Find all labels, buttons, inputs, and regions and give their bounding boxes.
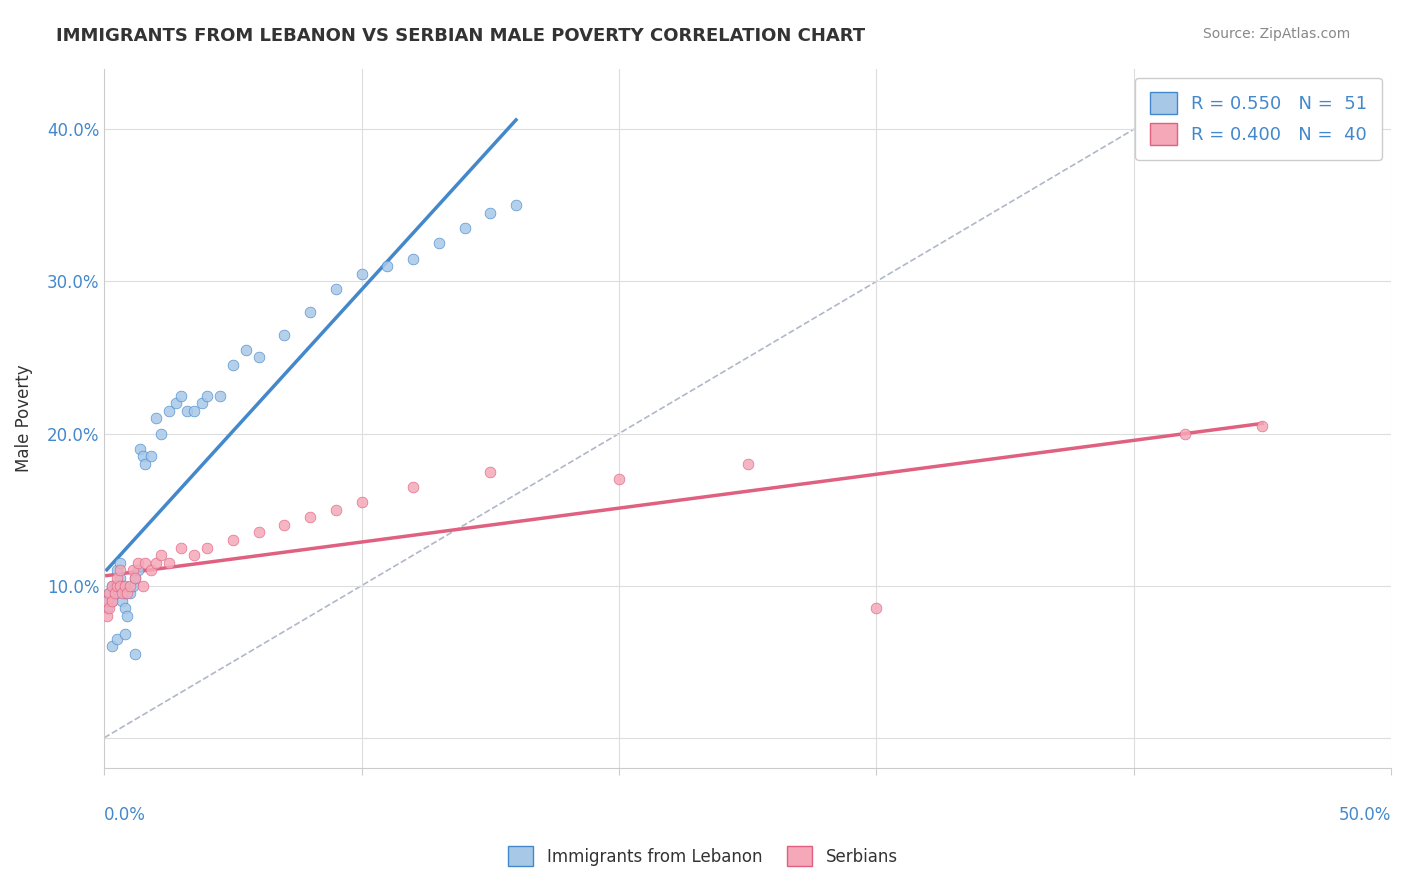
Point (235, 343, 257, 357)
Point (111, 594, 134, 608)
Point (108, 579, 131, 593)
Point (209, 388, 232, 402)
Point (127, 563, 149, 577)
Point (101, 640, 124, 654)
Point (108, 556, 131, 570)
Point (325, 502, 347, 516)
Point (350, 267, 373, 281)
Point (1251, 419, 1274, 434)
Point (222, 533, 245, 547)
Point (132, 450, 155, 464)
Point (299, 510, 322, 524)
Point (98, 586, 121, 600)
Point (479, 465, 502, 479)
Point (183, 403, 205, 417)
Point (117, 609, 139, 624)
Point (101, 579, 124, 593)
Point (247, 525, 270, 540)
Point (98, 586, 121, 600)
Point (98, 601, 121, 615)
Point (145, 556, 167, 570)
Point (149, 548, 172, 562)
Point (118, 586, 141, 600)
Legend: R = 0.550   N =  51, R = 0.400   N =  40: R = 0.550 N = 51, R = 0.400 N = 40 (1136, 78, 1382, 160)
Point (111, 586, 134, 600)
Point (103, 579, 125, 593)
Text: 0.0%: 0.0% (104, 806, 146, 824)
Text: Source: ZipAtlas.com: Source: ZipAtlas.com (1202, 27, 1350, 41)
Point (114, 579, 136, 593)
Point (101, 579, 124, 593)
Point (737, 457, 759, 471)
Point (114, 586, 136, 600)
Point (299, 305, 322, 319)
Point (118, 579, 141, 593)
Point (350, 495, 373, 509)
Point (129, 442, 152, 456)
Point (479, 206, 502, 220)
Point (191, 396, 214, 410)
Point (607, 472, 630, 486)
Point (101, 594, 124, 608)
Point (134, 457, 156, 471)
Point (108, 563, 131, 577)
Point (325, 282, 347, 296)
Point (124, 571, 146, 585)
Point (105, 632, 128, 646)
Point (124, 571, 146, 585)
Point (114, 601, 136, 615)
Point (96, 609, 118, 624)
Point (101, 594, 124, 608)
Text: IMMIGRANTS FROM LEBANON VS SERBIAN MALE POVERTY CORRELATION CHART: IMMIGRANTS FROM LEBANON VS SERBIAN MALE … (56, 27, 865, 45)
Point (121, 563, 143, 577)
Point (183, 548, 205, 562)
Point (170, 388, 193, 402)
Point (134, 556, 156, 570)
Point (105, 579, 128, 593)
Point (402, 480, 425, 494)
Text: 50.0%: 50.0% (1339, 806, 1391, 824)
Point (127, 556, 149, 570)
Point (176, 403, 198, 417)
Point (145, 411, 167, 425)
Point (105, 563, 128, 577)
Point (453, 221, 475, 235)
Point (195, 541, 218, 555)
Point (273, 327, 295, 342)
Point (157, 403, 180, 417)
Point (427, 236, 450, 251)
Point (96, 594, 118, 608)
Point (96, 601, 118, 615)
Point (111, 579, 134, 593)
Point (124, 647, 146, 661)
Point (114, 627, 136, 641)
Point (132, 579, 155, 593)
Point (195, 388, 218, 402)
Point (105, 571, 128, 585)
Point (865, 601, 887, 615)
Point (170, 541, 193, 555)
Point (108, 571, 131, 585)
Point (247, 351, 270, 365)
Point (117, 586, 139, 600)
Point (505, 198, 527, 212)
Legend: Immigrants from Lebanon, Serbians: Immigrants from Lebanon, Serbians (501, 838, 905, 875)
Point (222, 358, 245, 372)
Point (149, 426, 172, 441)
Point (139, 450, 162, 464)
Point (139, 563, 162, 577)
Point (402, 252, 425, 266)
Y-axis label: Male Poverty: Male Poverty (15, 365, 32, 472)
Point (103, 586, 125, 600)
Point (105, 586, 128, 600)
Point (157, 556, 180, 570)
Point (1174, 426, 1197, 441)
Point (98, 594, 121, 608)
Point (375, 259, 398, 273)
Point (165, 396, 187, 410)
Point (121, 579, 143, 593)
Point (273, 517, 295, 532)
Point (96, 594, 118, 608)
